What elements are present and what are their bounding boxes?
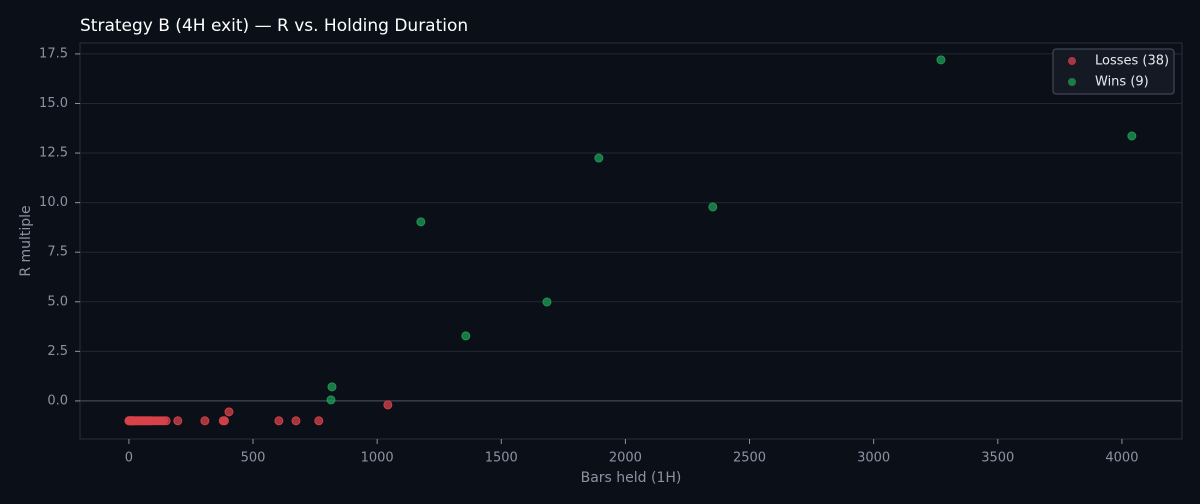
y-tick-label: 12.5 bbox=[39, 146, 68, 161]
y-tick-label: 10.0 bbox=[39, 195, 68, 210]
scatter-point bbox=[149, 416, 159, 426]
scatter-point bbox=[708, 202, 718, 212]
plot-area bbox=[79, 42, 1183, 440]
y-tick-label: 17.5 bbox=[39, 46, 68, 61]
y-tick-label: 0.0 bbox=[47, 393, 68, 408]
x-tick-label: 3500 bbox=[981, 451, 1014, 466]
scatter-point bbox=[161, 416, 171, 426]
scatter-point bbox=[219, 416, 229, 426]
scatter-point bbox=[416, 217, 426, 227]
x-tick-label: 0 bbox=[125, 451, 133, 466]
chart-title: Strategy B (4H exit) — R vs. Holding Dur… bbox=[80, 16, 468, 36]
legend bbox=[1052, 48, 1175, 95]
scatter-point bbox=[594, 153, 604, 163]
x-tick-label: 1000 bbox=[361, 451, 394, 466]
y-axis-label: R multiple bbox=[18, 205, 34, 276]
scatter-point bbox=[314, 416, 324, 426]
y-tick-label: 5.0 bbox=[47, 294, 68, 309]
x-tick-label: 500 bbox=[241, 451, 266, 466]
scatter-point bbox=[274, 416, 284, 426]
scatter-point bbox=[291, 416, 301, 426]
scatter-point bbox=[936, 55, 946, 65]
x-tick-label: 4000 bbox=[1105, 451, 1138, 466]
x-tick-label: 3000 bbox=[857, 451, 890, 466]
scatter-point bbox=[173, 416, 183, 426]
scatter-point bbox=[327, 382, 337, 392]
scatter-point bbox=[224, 407, 234, 417]
scatter-point bbox=[326, 395, 336, 405]
y-tick-label: 7.5 bbox=[47, 245, 68, 260]
scatter-point bbox=[1127, 131, 1137, 141]
legend-marker bbox=[1068, 78, 1076, 86]
x-tick-label: 2000 bbox=[609, 451, 642, 466]
x-axis-label: Bars held (1H) bbox=[581, 470, 682, 486]
legend-label: Wins (9) bbox=[1095, 75, 1149, 90]
legend-marker bbox=[1068, 57, 1076, 65]
scatter-point bbox=[200, 416, 210, 426]
y-tick-label: 15.0 bbox=[39, 96, 68, 111]
x-tick-label: 1500 bbox=[485, 451, 518, 466]
scatter-point bbox=[461, 331, 471, 341]
x-tick-label: 2500 bbox=[733, 451, 766, 466]
legend-label: Losses (38) bbox=[1095, 54, 1169, 69]
scatter-point bbox=[542, 297, 552, 307]
scatter-point bbox=[383, 400, 393, 410]
y-tick-label: 2.5 bbox=[47, 344, 68, 359]
